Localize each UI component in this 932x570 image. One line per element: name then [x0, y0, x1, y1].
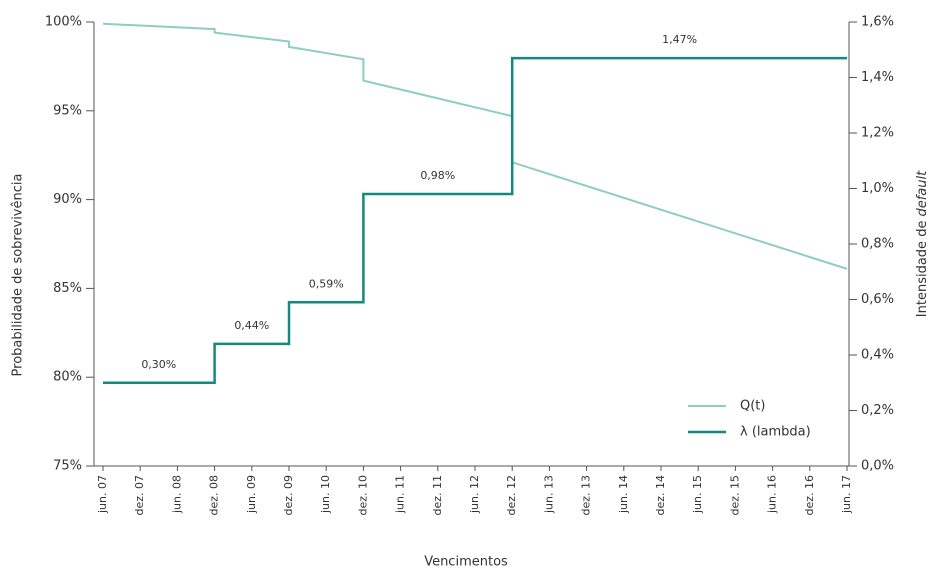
x-tick-label: jun. 16	[766, 475, 779, 514]
y2-tick-label: 1,2%	[861, 126, 894, 141]
y2-axis-title-italic: default	[915, 170, 930, 217]
y2-axis-title: Intensidade de default	[915, 170, 930, 317]
x-tick-label: dez. 07	[133, 475, 146, 516]
x-tick-label: dez. 12	[505, 475, 518, 516]
x-tick-label: jun. 12	[468, 475, 481, 514]
x-tick-label: jun. 17	[840, 475, 853, 514]
y2-tick-label: 0,4%	[861, 348, 894, 363]
x-tick-label: jun. 14	[617, 475, 630, 514]
x-tick-label: dez. 09	[282, 475, 295, 516]
y-axis-title: Probabilidade de sobrevivência	[11, 174, 26, 377]
data-label: 0,98%	[420, 169, 455, 182]
y2-tick-label: 1,0%	[861, 181, 894, 196]
x-tick-label: dez. 14	[654, 475, 667, 516]
y2-tick-label: 0,2%	[861, 403, 894, 418]
series-line	[102, 22, 848, 270]
x-tick-label: dez. 15	[728, 475, 741, 516]
legend-label: λ (lambda)	[740, 425, 811, 440]
y2-tick-label: 0,0%	[861, 459, 894, 474]
y-tick-label: 100%	[45, 15, 82, 30]
x-tick-label: jun. 09	[245, 475, 258, 514]
x-tick-label: dez. 13	[580, 475, 593, 516]
data-label: 1,47%	[662, 33, 697, 46]
x-tick-label: dez. 10	[356, 475, 369, 516]
y-tick-label: 75%	[53, 459, 82, 474]
data-label: 0,59%	[309, 277, 344, 290]
data-label: 0,44%	[234, 319, 269, 332]
x-tick-label: jun. 10	[319, 475, 332, 514]
y-tick-label: 95%	[53, 103, 82, 118]
y2-axis-title-text: Intensidade de	[915, 221, 930, 318]
x-tick-label: jun. 15	[691, 475, 704, 514]
x-tick-label: dez. 16	[803, 475, 816, 516]
x-axis-title: Vencimentos	[424, 555, 508, 570]
x-tick-label: jun. 07	[96, 475, 109, 514]
x-tick-label: dez. 11	[431, 475, 444, 516]
y2-tick-label: 0,8%	[861, 237, 894, 252]
y-tick-label: 85%	[53, 281, 82, 296]
series-line	[103, 56, 847, 384]
y-tick-label: 80%	[53, 370, 82, 385]
y2-tick-label: 0,6%	[861, 292, 894, 307]
x-tick-label: dez. 08	[208, 475, 221, 516]
x-tick-label: jun. 11	[394, 475, 407, 514]
y-tick-label: 90%	[53, 192, 82, 207]
x-tick-label: jun. 13	[542, 475, 555, 514]
data-label: 0,30%	[141, 358, 176, 371]
x-tick-label: jun. 08	[170, 475, 183, 514]
legend-label: Q(t)	[740, 399, 765, 414]
y2-tick-label: 1,4%	[861, 70, 894, 85]
y2-tick-label: 1,6%	[861, 15, 894, 30]
